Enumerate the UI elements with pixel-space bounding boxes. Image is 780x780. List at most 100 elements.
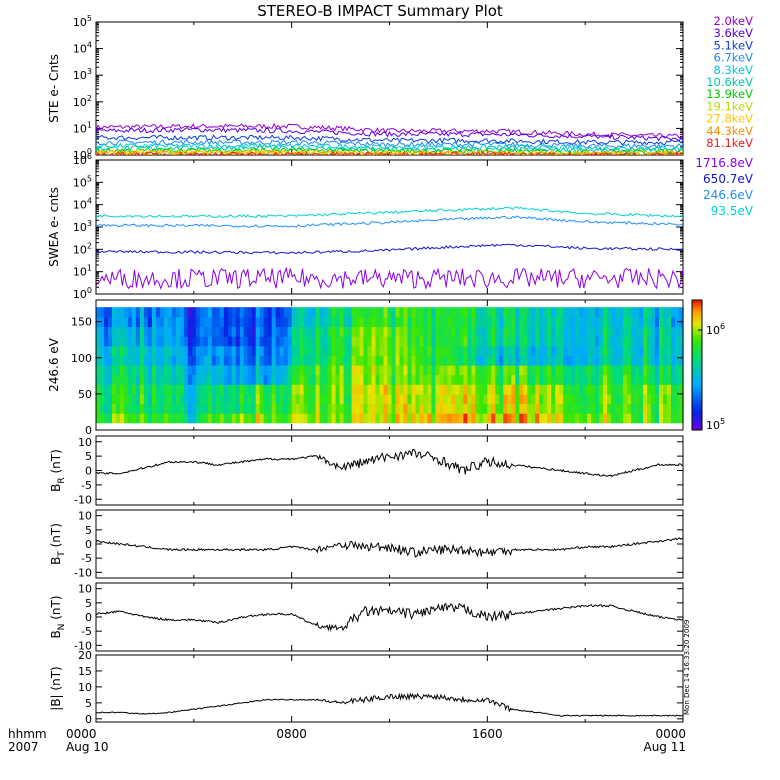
colorbar-segment [692, 393, 702, 396]
pad-heatmap-cell [108, 355, 113, 366]
pad-heatmap-cell [163, 393, 169, 405]
pad-heatmap-cell [591, 403, 596, 414]
pad-heatmap-cell [479, 316, 484, 328]
pad-heatmap-cell [283, 355, 289, 366]
pad-heatmap-cell [595, 374, 600, 385]
pad-heatmap-cell [108, 393, 113, 405]
pad-heatmap-cell [267, 393, 273, 405]
pad-heatmap-cell [527, 307, 532, 318]
pad-heatmap-cell [387, 393, 393, 405]
pad-heatmap-cell [295, 403, 301, 414]
pad-heatmap-cell [543, 374, 548, 385]
pad-heatmap-cell [383, 384, 389, 395]
pad-heatmap-cell [415, 413, 421, 424]
pad-heatmap-cell [351, 355, 357, 366]
x-tick-label: 1600 [472, 727, 503, 741]
pad-heatmap-cell [239, 365, 245, 376]
pad-heatmap-cell [587, 384, 592, 395]
pad-heatmap-cell [167, 355, 173, 366]
pad-heatmap-cell [147, 384, 153, 395]
pad-heatmap-cell [171, 316, 177, 328]
pad-heatmap-cell [447, 403, 452, 414]
pad-heatmap-cell [343, 374, 349, 385]
pad-heatmap-cell [275, 384, 281, 395]
pad-heatmap-cell [639, 326, 644, 337]
pad-heatmap-cell [631, 336, 636, 347]
pad-heatmap-cell [579, 384, 584, 395]
pad-heatmap-cell [495, 336, 500, 347]
pad-heatmap-cell [319, 365, 325, 376]
colorbar-segment [692, 358, 702, 362]
pad-heatmap-cell [491, 345, 496, 356]
pad-heatmap-cell [419, 374, 424, 385]
pad-heatmap-cell [427, 403, 432, 414]
pad-heatmap-cell [547, 345, 552, 356]
pad-heatmap-cell [643, 413, 648, 424]
pad-heatmap-cell [415, 384, 421, 395]
pad-heatmap-cell [563, 384, 568, 395]
pad-heatmap-cell [527, 384, 532, 395]
pad-heatmap-cell [471, 307, 476, 318]
pad-heatmap-cell [283, 316, 289, 328]
pad-heatmap-cell [151, 393, 157, 405]
pad-heatmap-cell [139, 355, 145, 366]
pad-heatmap-cell [419, 307, 424, 318]
pad-heatmap-cell [311, 355, 317, 366]
pad-heatmap-cell [231, 345, 237, 356]
pad-heatmap-cell [267, 384, 273, 395]
pad-heatmap-cell [475, 365, 480, 376]
pad-heatmap-cell [339, 326, 345, 337]
pad-heatmap-cell [267, 326, 273, 337]
bt-ytick-label: 10 [78, 510, 92, 523]
pad-heatmap-cell [491, 326, 496, 337]
pad-heatmap-cell [507, 393, 512, 405]
pad-heatmap-cell [291, 365, 297, 376]
pad-heatmap-cell [203, 413, 209, 424]
pad-heatmap-cell [503, 355, 508, 366]
pad-heatmap-cell [407, 365, 413, 376]
pad-heatmap-cell [463, 336, 468, 347]
pad-heatmap-cell [559, 316, 564, 328]
pad-heatmap-cell [559, 355, 564, 366]
pad-heatmap-cell [303, 326, 309, 337]
pad-heatmap-cell [615, 307, 620, 318]
pad-heatmap-cell [127, 336, 133, 347]
pad-heatmap-cell [147, 355, 153, 366]
pad-heatmap-cell [104, 345, 109, 356]
pad-heatmap-cell [247, 316, 253, 328]
pad-heatmap-cell [295, 413, 301, 424]
pad-heatmap-cell [679, 393, 684, 405]
pad-heatmap-cell [367, 413, 373, 424]
pad-heatmap-cell [419, 345, 424, 356]
pad-heatmap-cell [375, 403, 381, 414]
swea-series-line [96, 243, 683, 255]
pad-heatmap-cell [371, 403, 377, 414]
pad-heatmap-cell [191, 345, 197, 356]
pad-heatmap-cell [455, 355, 460, 366]
pad-heatmap-cell [120, 316, 125, 328]
pad-heatmap-cell [355, 316, 361, 328]
pad-heatmap-cell [275, 413, 281, 424]
pad-heatmap-cell [647, 345, 652, 356]
pad-heatmap-cell [463, 326, 468, 337]
pad-heatmap-cell [487, 384, 492, 395]
legends: 2.0keV3.6keV5.1keV6.7keV8.3keV10.6keV13.… [695, 14, 753, 218]
pad-heatmap-cell [359, 365, 365, 376]
pad-heatmap-cell [359, 413, 365, 424]
pad-heatmap-cell [475, 326, 480, 337]
pad-heatmap-cell [331, 316, 337, 328]
bn-frame [95, 582, 684, 652]
pad-heatmap-cell [543, 355, 548, 366]
pad-heatmap-cell [575, 307, 580, 318]
colorbar-segment [692, 360, 702, 364]
pad-heatmap-cell [431, 413, 436, 424]
pad-heatmap-cell [124, 403, 129, 414]
colorbar-segment [692, 313, 702, 316]
pad-heatmap-cell [631, 384, 636, 395]
pad-heatmap-cell [391, 393, 397, 405]
pad-heatmap-cell [419, 393, 424, 405]
pad-heatmap-cell [591, 316, 596, 328]
pad-heatmap-cell [395, 326, 401, 337]
pad-heatmap-cell [108, 374, 113, 385]
